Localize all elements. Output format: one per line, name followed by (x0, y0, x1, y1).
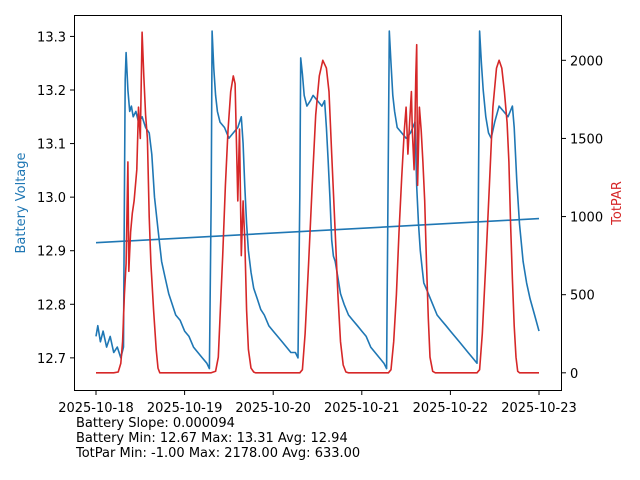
left-y-tick-label: 13.3 (37, 30, 66, 45)
left-y-tick-label: 13.2 (37, 84, 66, 99)
left-y-tick-label: 13.1 (37, 138, 66, 153)
battery-slope-text: Battery Slope: 0.000094 (76, 416, 235, 431)
left-y-tick-label: 12.7 (37, 352, 66, 367)
right-axis-label: TotPAR (610, 181, 625, 226)
plot-frame (74, 15, 562, 391)
series-line-battery-voltage-trend (95, 217, 540, 244)
left-y-tick-label: 12.9 (37, 245, 66, 260)
right-y-tick-label: 1500 (570, 132, 603, 147)
x-tick-label: 2025-10-21 (324, 401, 400, 416)
right-y-tick-label: 1000 (570, 211, 603, 226)
x-tick-label: 2025-10-22 (413, 401, 489, 416)
left-axis-label: Battery Voltage (14, 152, 29, 253)
series-line-totpar (96, 31, 539, 374)
left-y-axis: 12.7 12.8 12.9 13.0 13.1 13.2 13.3 (37, 30, 75, 367)
x-axis: 2025-10-18 2025-10-19 2025-10-20 2025-10-21… (58, 390, 577, 416)
right-y-tick-label: 500 (570, 289, 595, 304)
plot-area (95, 30, 540, 374)
totpar-stats-text: TotPar Min: -1.00 Max: 2178.00 Avg: 633.… (76, 446, 361, 461)
right-y-axis: 0 500 1000 1500 2000 (561, 54, 603, 382)
x-tick-label: 2025-10-18 (58, 401, 134, 416)
series-line-battery-voltage (95, 30, 540, 370)
right-y-tick-label: 2000 (570, 54, 603, 69)
stats-panel: Battery Slope: 0.000094 Battery Min: 12.… (76, 416, 360, 461)
x-tick-label: 2025-10-20 (235, 401, 311, 416)
battery-stats-text: Battery Min: 12.67 Max: 13.31 Avg: 12.94 (76, 431, 348, 446)
right-y-tick-label: 0 (570, 367, 578, 382)
x-tick-label: 2025-10-19 (147, 401, 223, 416)
left-y-tick-label: 12.8 (37, 298, 66, 313)
left-y-tick-label: 13.0 (37, 191, 66, 206)
x-tick-label: 2025-10-23 (501, 401, 577, 416)
